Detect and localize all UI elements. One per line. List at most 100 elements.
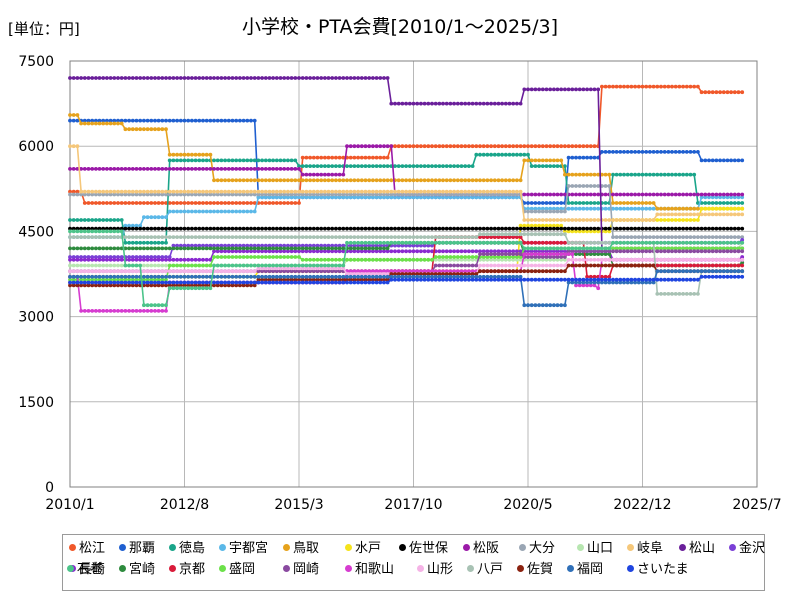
data-point — [681, 257, 685, 262]
data-point — [444, 269, 449, 274]
data-point — [226, 249, 231, 254]
data-point — [426, 240, 431, 245]
data-point — [315, 226, 320, 231]
data-point — [278, 277, 283, 282]
data-point — [411, 272, 416, 276]
data-point — [127, 192, 131, 197]
data-point — [359, 257, 364, 262]
data-point — [725, 257, 730, 262]
data-point — [190, 189, 194, 194]
data-point — [714, 226, 719, 231]
data-point — [149, 118, 154, 123]
y-tick-label: 7500 — [18, 54, 54, 70]
data-point — [153, 274, 157, 279]
data-point — [119, 192, 124, 197]
data-point — [441, 189, 445, 194]
data-point — [105, 280, 109, 285]
data-point — [130, 274, 135, 279]
data-point — [496, 269, 501, 274]
data-point — [130, 257, 135, 262]
data-point — [193, 263, 198, 268]
data-point — [130, 240, 135, 245]
data-point — [636, 172, 641, 177]
data-point — [614, 201, 619, 205]
data-point — [489, 101, 493, 106]
data-point — [108, 246, 113, 251]
data-point — [215, 167, 220, 171]
data-point — [441, 272, 445, 276]
data-point — [374, 76, 379, 80]
data-point — [105, 246, 109, 251]
data-point — [142, 263, 146, 268]
data-point — [238, 269, 242, 274]
data-point — [515, 144, 519, 149]
data-point — [507, 152, 512, 157]
data-point — [467, 272, 471, 276]
data-point — [644, 218, 649, 222]
data-point — [153, 309, 157, 313]
data-point — [230, 201, 235, 205]
data-point — [670, 212, 674, 217]
data-point — [481, 101, 486, 106]
data-point — [116, 121, 120, 126]
data-point — [119, 257, 124, 262]
data-point — [219, 192, 224, 197]
data-point — [345, 76, 349, 80]
data-point — [68, 167, 72, 171]
data-point — [282, 277, 287, 282]
data-point — [489, 195, 493, 200]
data-point — [249, 246, 253, 251]
data-point — [385, 246, 390, 251]
data-point — [500, 144, 504, 149]
data-point — [94, 218, 98, 222]
data-point — [186, 209, 191, 214]
data-point — [226, 118, 231, 123]
data-point — [537, 277, 541, 282]
data-point — [356, 274, 360, 279]
data-point — [522, 232, 527, 237]
data-point — [127, 309, 131, 313]
data-point — [134, 269, 139, 274]
data-point — [555, 277, 560, 282]
data-point — [448, 277, 453, 282]
data-point — [68, 257, 72, 262]
data-point — [97, 192, 102, 197]
data-point — [215, 76, 220, 80]
data-point — [633, 218, 637, 222]
data-point — [289, 226, 294, 231]
data-point — [485, 277, 490, 282]
data-point — [522, 269, 527, 274]
data-point — [544, 206, 549, 211]
data-point — [82, 229, 87, 234]
data-point — [522, 158, 527, 163]
data-point — [71, 263, 76, 268]
data-point — [79, 283, 83, 288]
data-point — [86, 167, 91, 171]
data-point — [363, 272, 368, 276]
data-point — [178, 118, 183, 123]
data-point — [548, 246, 553, 251]
data-point — [108, 201, 113, 205]
data-point — [448, 178, 453, 183]
data-point — [112, 218, 117, 222]
data-point — [271, 201, 275, 205]
data-point — [670, 218, 674, 222]
data-point — [197, 226, 202, 231]
data-point — [293, 178, 298, 183]
data-point — [330, 263, 335, 268]
data-point — [415, 101, 420, 106]
data-point — [75, 280, 80, 285]
data-point — [393, 195, 397, 200]
data-point — [389, 272, 394, 276]
data-point — [352, 240, 357, 245]
data-point — [600, 263, 604, 268]
data-point — [404, 269, 408, 274]
data-point — [153, 280, 157, 285]
data-point — [470, 192, 475, 197]
data-point — [496, 235, 501, 240]
data-point — [670, 269, 674, 274]
data-point — [614, 246, 619, 251]
data-point — [68, 226, 72, 231]
data-point — [82, 192, 87, 197]
data-point — [308, 257, 312, 262]
